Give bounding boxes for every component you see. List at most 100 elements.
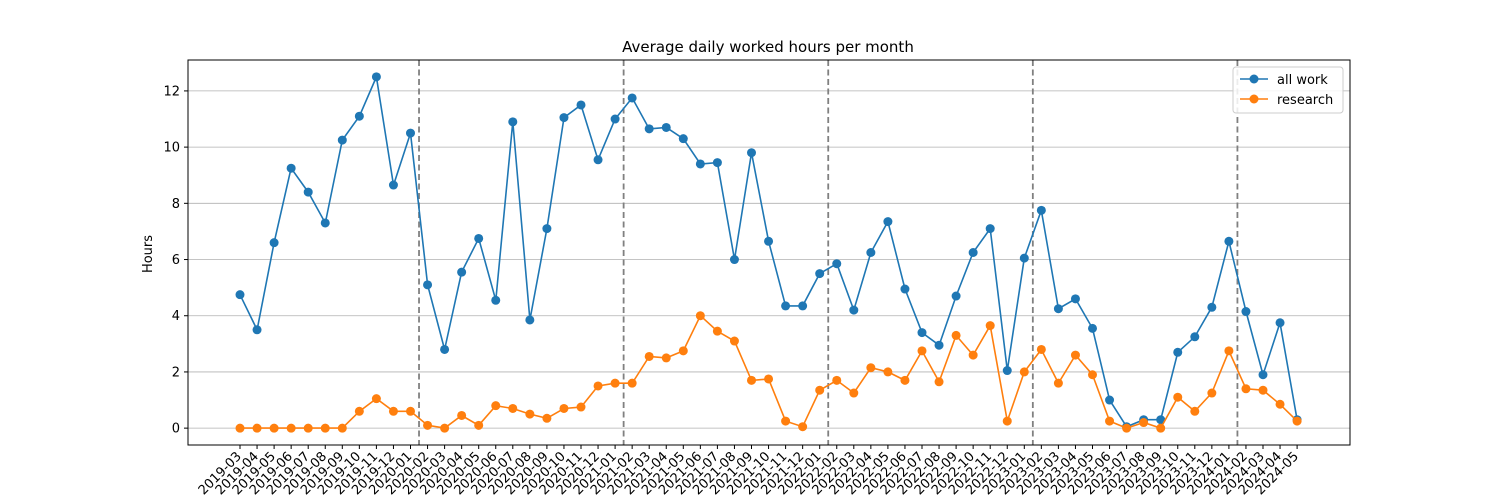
- data-point-research: [1105, 416, 1115, 426]
- data-point-research: [1258, 385, 1268, 395]
- y-gridlines: [188, 90, 1350, 429]
- data-point-research: [917, 346, 927, 356]
- data-point-research: [678, 346, 688, 356]
- y-tick-label: 2: [172, 365, 180, 380]
- data-point-all-work: [712, 158, 722, 168]
- legend-label-research: research: [1277, 93, 1333, 108]
- data-point-all-work: [1190, 332, 1200, 342]
- data-point-all-work: [1224, 236, 1234, 246]
- chart-title: Average daily worked hours per month: [622, 38, 914, 56]
- data-point-all-work: [883, 217, 893, 227]
- data-point-all-work: [440, 344, 450, 354]
- data-point-research: [440, 423, 450, 433]
- data-point-all-work: [388, 180, 398, 190]
- data-point-all-work: [747, 148, 756, 158]
- y-axis-label: Hours: [141, 235, 156, 273]
- data-point-research: [593, 381, 603, 391]
- data-point-all-work: [627, 93, 637, 103]
- data-point-research: [849, 388, 859, 398]
- data-point-all-work: [764, 236, 774, 246]
- data-point-all-work: [252, 325, 262, 335]
- data-point-research: [1002, 416, 1012, 426]
- year-separators: [418, 60, 1239, 445]
- data-point-research: [1190, 406, 1200, 416]
- data-point-research: [934, 377, 944, 387]
- data-point-research: [627, 378, 637, 388]
- data-point-research: [269, 423, 279, 433]
- series-line-all-work: [239, 74, 1298, 428]
- data-point-research: [1156, 423, 1166, 433]
- data-point-research: [951, 330, 961, 340]
- data-point-all-work: [678, 134, 688, 144]
- data-point-research: [1173, 392, 1183, 402]
- data-point-all-work: [729, 255, 739, 265]
- data-point-all-work: [269, 238, 279, 248]
- y-tick-label: 10: [163, 141, 180, 156]
- data-point-all-work: [968, 248, 978, 257]
- y-tick-label: 4: [172, 309, 180, 324]
- data-point-research: [303, 423, 313, 433]
- data-point-all-work: [1070, 294, 1080, 304]
- data-point-all-work: [866, 248, 876, 257]
- data-point-research: [883, 367, 893, 377]
- data-point-all-work: [934, 340, 944, 350]
- data-point-research: [1139, 418, 1149, 428]
- data-point-all-work: [235, 290, 245, 300]
- data-point-all-work: [593, 155, 603, 165]
- data-point-all-work: [610, 114, 620, 124]
- data-point-research: [1019, 367, 1029, 377]
- data-point-research: [1224, 346, 1234, 356]
- data-point-research: [644, 351, 654, 361]
- data-point-research: [457, 410, 467, 420]
- legend: all work research: [1232, 66, 1344, 114]
- data-point-research: [661, 353, 671, 363]
- data-point-all-work: [371, 72, 381, 82]
- data-point-all-work: [491, 295, 501, 305]
- data-point-all-work: [423, 280, 433, 290]
- series-research: [235, 311, 1302, 433]
- data-point-all-work: [798, 301, 808, 311]
- y-tick-label: 0: [172, 422, 180, 437]
- data-point-all-work: [695, 159, 705, 169]
- data-point-all-work: [474, 233, 484, 243]
- data-point-all-work: [457, 267, 467, 277]
- data-point-research: [1241, 384, 1251, 394]
- data-point-all-work: [354, 111, 364, 121]
- data-point-all-work: [1036, 205, 1046, 215]
- data-point-all-work: [1173, 347, 1183, 357]
- data-point-research: [286, 423, 296, 433]
- data-point-research: [508, 403, 518, 413]
- data-point-research: [1292, 416, 1302, 426]
- data-point-all-work: [1053, 304, 1063, 314]
- data-point-research: [1070, 350, 1080, 360]
- data-point-all-work: [832, 259, 842, 269]
- data-point-research: [388, 406, 398, 416]
- data-point-research: [576, 402, 586, 412]
- data-point-all-work: [1019, 253, 1029, 263]
- series-all-work: [235, 72, 1302, 432]
- data-point-research: [695, 311, 705, 321]
- data-point-all-work: [1275, 318, 1285, 328]
- data-point-research: [1088, 370, 1097, 380]
- data-point-all-work: [406, 128, 415, 138]
- data-point-research: [542, 413, 552, 423]
- legend-label-all-work: all work: [1277, 73, 1328, 88]
- data-point-research: [712, 326, 722, 336]
- data-point-all-work: [1156, 415, 1166, 425]
- data-point-research: [1207, 388, 1217, 398]
- data-point-all-work: [1088, 323, 1097, 333]
- data-point-all-work: [849, 305, 859, 315]
- data-point-all-work: [576, 100, 586, 110]
- data-point-all-work: [815, 269, 825, 279]
- data-point-research: [474, 420, 484, 430]
- data-point-all-work: [337, 135, 347, 145]
- data-point-research: [729, 336, 739, 346]
- data-point-research: [1122, 423, 1132, 433]
- legend-marker-all-work: [1249, 74, 1259, 84]
- data-point-research: [781, 416, 791, 426]
- data-point-all-work: [303, 187, 313, 197]
- data-point-research: [832, 375, 842, 385]
- y-tick-label: 8: [172, 197, 180, 212]
- data-point-research: [423, 420, 433, 430]
